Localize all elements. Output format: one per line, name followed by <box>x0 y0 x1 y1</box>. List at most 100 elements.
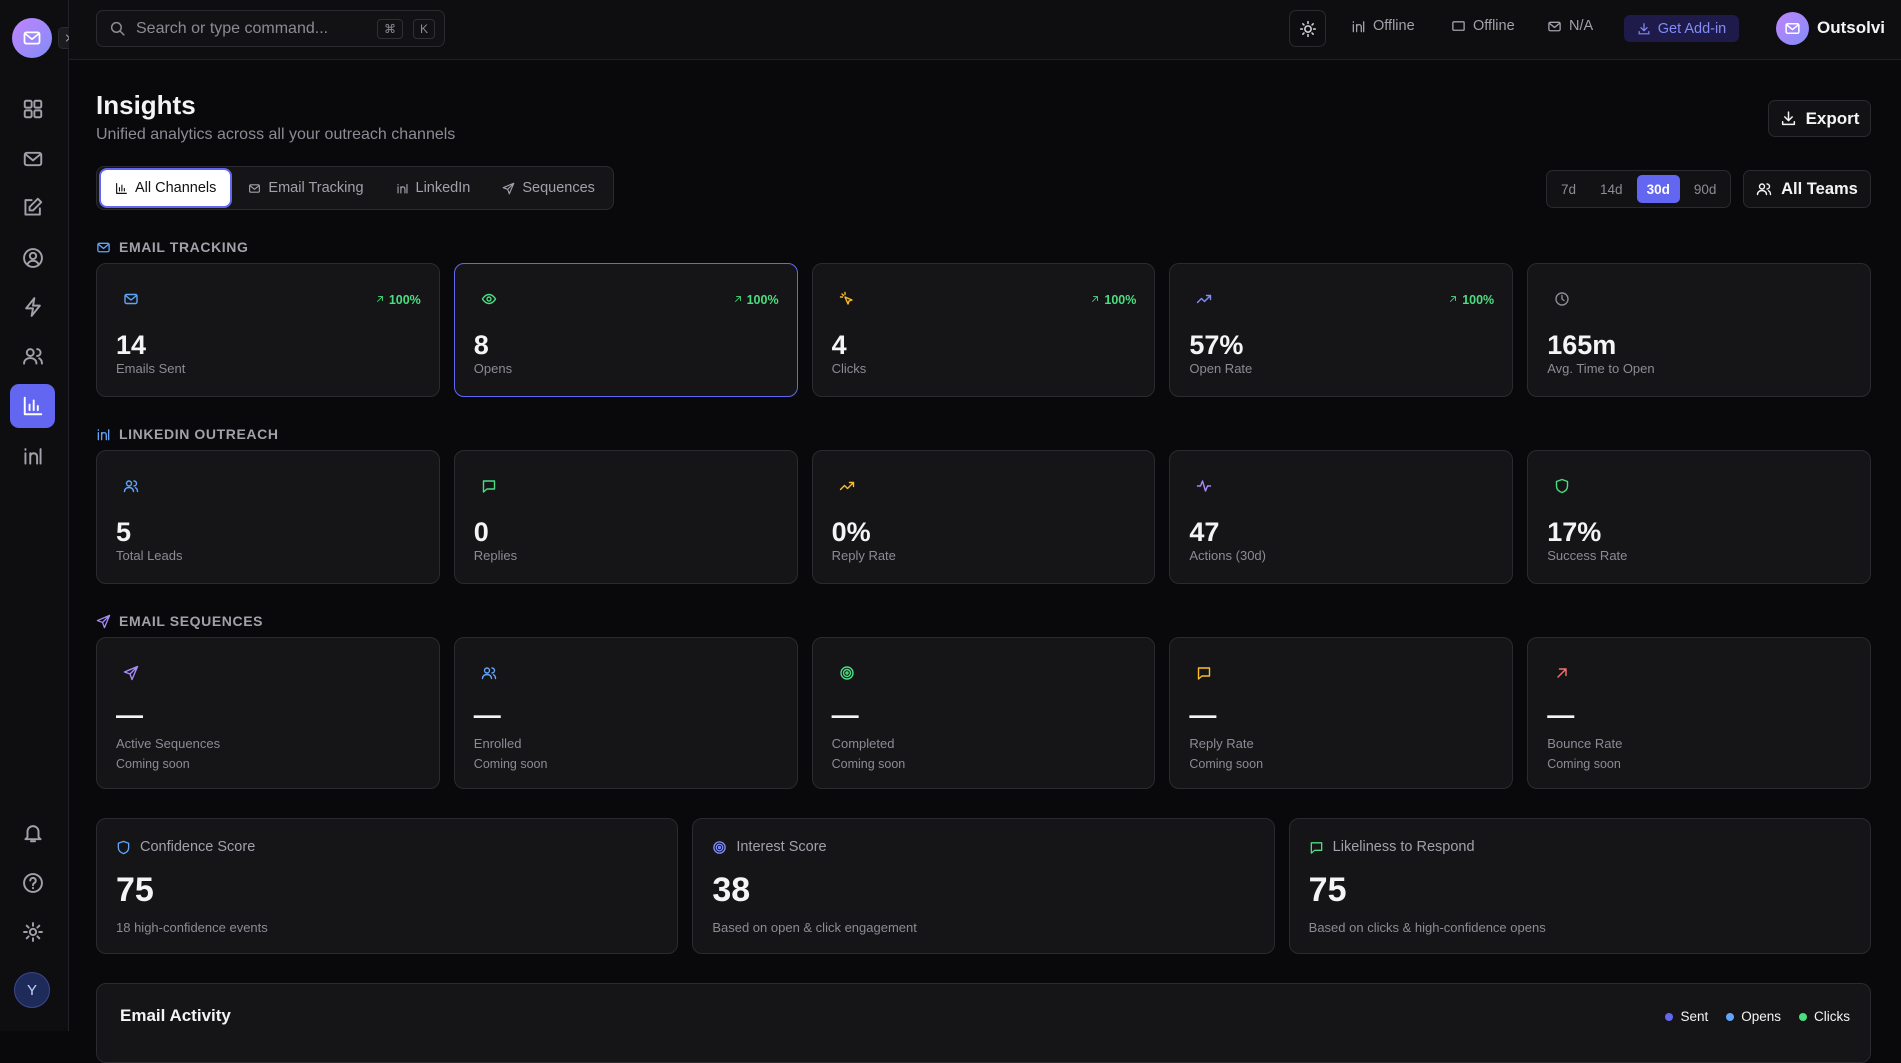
nav-mail[interactable] <box>10 137 55 181</box>
metric-card[interactable]: 100% 8 Opens <box>453 263 798 397</box>
metric-card[interactable]: — Bounce Rate Coming soon <box>1527 637 1871 789</box>
nav-icon <box>24 297 41 317</box>
section-header: LINKEDIN OUTREACH <box>96 426 279 442</box>
search-box[interactable]: Search or type command... ⌘ K <box>96 10 445 47</box>
nav-gear[interactable] <box>10 910 55 954</box>
metric-icon <box>123 665 139 681</box>
metric-value: — <box>473 700 501 730</box>
section-icon <box>97 242 110 252</box>
range-option[interactable]: 14d <box>1600 181 1623 197</box>
legend-label: Sent <box>1680 1009 1709 1024</box>
nav-person[interactable] <box>10 236 55 280</box>
nav-users[interactable] <box>10 334 55 378</box>
metric-card[interactable]: 5 Total Leads <box>96 450 440 584</box>
metric-value: 5 <box>116 517 132 547</box>
score-card[interactable]: Interest Score 38 Based on open & click en… <box>692 818 1275 954</box>
teams-icon <box>1756 183 1772 196</box>
metric-value: 0 <box>473 517 489 547</box>
metric-note: Coming soon <box>116 757 190 771</box>
channel-tabs: All Channels Email Tracking LinkedIn Sequen… <box>96 166 614 210</box>
metric-card[interactable]: 47 Actions (30d) <box>1169 450 1514 584</box>
range-option[interactable]: 30d <box>1636 175 1680 203</box>
nav-edit[interactable] <box>10 185 55 229</box>
tab-label: LinkedIn <box>415 180 471 196</box>
metric-icon <box>1555 478 1569 494</box>
teams-button[interactable]: All Teams <box>1743 170 1871 208</box>
insights-main: Insights Unified analytics across all you… <box>96 60 1871 1063</box>
page-title: Insights <box>96 90 196 120</box>
nav-icon <box>23 99 42 119</box>
status-text: N/A <box>1569 18 1594 34</box>
metric-value: 8 <box>473 330 489 360</box>
metric-value: 57% <box>1189 330 1244 360</box>
channel-tab[interactable]: LinkedIn <box>382 170 485 206</box>
metric-card[interactable]: 100% 14 Emails Sent <box>96 263 440 397</box>
metric-icon <box>839 291 853 305</box>
section-header: EMAIL TRACKING <box>96 239 248 255</box>
nav-bolt[interactable] <box>10 285 55 329</box>
theme-toggle[interactable] <box>1289 10 1326 47</box>
metric-label: Clicks <box>831 361 867 376</box>
metric-label: Open Rate <box>1189 361 1253 376</box>
score-note: 18 high-confidence events <box>116 920 268 935</box>
metric-change: 100% <box>1090 293 1136 307</box>
range-option[interactable]: 7d <box>1561 181 1577 197</box>
add-in-button[interactable]: Get Add-in <box>1624 15 1739 42</box>
brand-name[interactable]: Outsolvi <box>1817 18 1886 37</box>
nav-icon <box>22 873 43 893</box>
metric-card[interactable]: — Completed Coming soon <box>811 637 1156 789</box>
score-note: Based on clicks & high-confidence opens <box>1308 920 1546 935</box>
score-card[interactable]: Confidence Score 75 18 high-confidence eve… <box>96 818 679 954</box>
tab-icon <box>396 183 408 194</box>
legend-item[interactable]: Sent <box>1665 1009 1708 1024</box>
metric-value: 47 <box>1189 517 1220 547</box>
legend-swatch <box>1665 1012 1674 1021</box>
app-logo[interactable] <box>12 18 52 58</box>
metric-card[interactable]: — Enrolled Coming soon <box>453 637 798 789</box>
metric-card[interactable]: 0 Replies <box>453 450 798 584</box>
range-option[interactable]: 90d <box>1693 181 1717 197</box>
metric-card[interactable]: 17% Success Rate <box>1527 450 1871 584</box>
nav-bars[interactable] <box>10 384 55 428</box>
profile-avatar[interactable] <box>1776 12 1809 45</box>
metric-card[interactable]: — Active Sequences Coming soon <box>96 637 440 789</box>
metric-note: Coming soon <box>1189 757 1264 771</box>
nav-help[interactable] <box>10 861 55 905</box>
section-title: EMAIL TRACKING <box>119 239 249 255</box>
sun-icon <box>1299 20 1316 37</box>
metric-label: Avg. Time to Open <box>1547 361 1655 376</box>
metric-icon <box>1197 294 1212 304</box>
metric-card[interactable]: — Reply Rate Coming soon <box>1169 637 1514 789</box>
legend-swatch <box>1726 1012 1735 1021</box>
nav-linked[interactable] <box>10 434 55 478</box>
channel-tab[interactable]: Email Tracking <box>234 170 377 206</box>
section-icon <box>96 614 111 628</box>
nav-icon <box>22 248 43 268</box>
user-avatar[interactable]: Y <box>14 972 50 1008</box>
score-value: 38 <box>712 871 751 909</box>
channel-tab[interactable]: Sequences <box>488 170 609 206</box>
section-title: LINKEDIN OUTREACH <box>119 426 279 442</box>
metric-card[interactable]: 100% 4 Clicks <box>811 263 1156 397</box>
nav-icon <box>23 151 42 167</box>
metric-icon <box>481 293 496 305</box>
metric-change: 100% <box>375 293 421 307</box>
legend-item[interactable]: Clicks <box>1799 1009 1850 1024</box>
change-arrow <box>734 296 741 302</box>
export-label: Export <box>1805 108 1860 128</box>
metric-icon <box>481 667 496 680</box>
status-item: N/A <box>1547 18 1593 34</box>
nav-grid[interactable] <box>10 87 55 131</box>
nav-bell[interactable] <box>10 811 55 855</box>
legend-item[interactable]: Opens <box>1726 1009 1781 1024</box>
channel-tab[interactable]: All Channels <box>101 170 231 206</box>
tab-label: Sequences <box>522 180 595 196</box>
metric-card[interactable]: 100% 57% Open Rate <box>1169 263 1514 397</box>
export-button[interactable]: Export <box>1768 100 1871 137</box>
metric-label: Completed <box>831 736 895 751</box>
metric-label: Actions (30d) <box>1189 548 1266 563</box>
score-value: 75 <box>1308 871 1347 909</box>
metric-card[interactable]: 0% Reply Rate <box>811 450 1156 584</box>
metric-card[interactable]: 165m Avg. Time to Open <box>1527 263 1871 397</box>
score-card[interactable]: Likeliness to Respond 75 Based on clicks &… <box>1288 818 1871 954</box>
